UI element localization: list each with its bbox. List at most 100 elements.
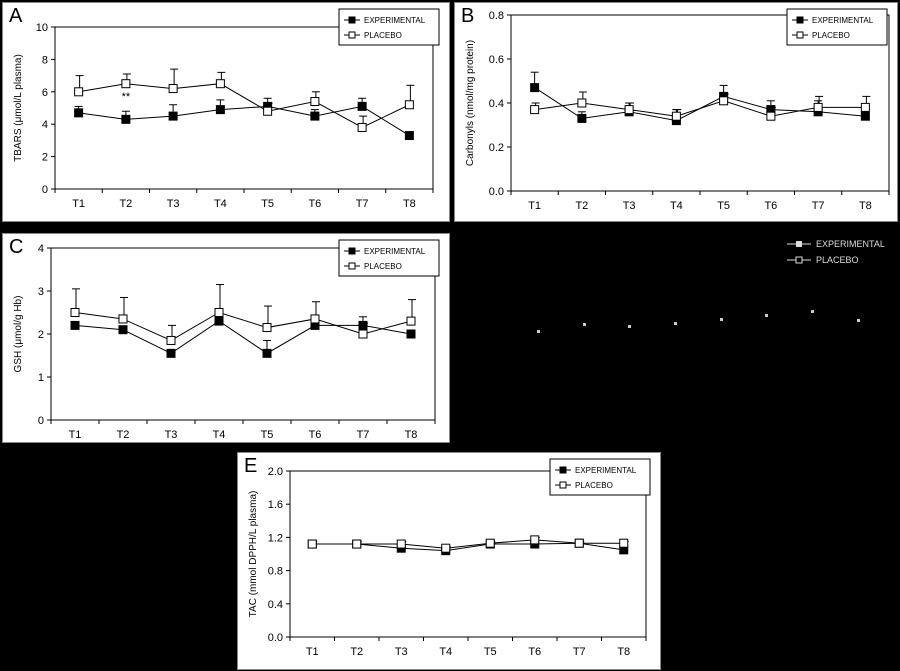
chart-b: 0.0 0.2 0.4 0.6 0.8 T1 T2 T3 T4 T5 T6 T7 T8 Carbonyls…	[465, 8, 890, 212]
legend-marker	[348, 31, 356, 39]
x-tick-label: T7	[356, 198, 369, 210]
y-tick-label: 3	[38, 286, 44, 298]
x-tick-label: T2	[575, 200, 588, 212]
data-point-experimental	[215, 105, 225, 115]
data-point-experimental	[860, 111, 870, 121]
data-point-experimental	[530, 83, 540, 93]
faded-marker	[674, 322, 677, 325]
y-tick-label: 0.8	[268, 566, 283, 578]
faded-marker	[857, 319, 860, 322]
x-tick-label: T6	[528, 646, 541, 658]
data-point-placebo	[214, 308, 224, 317]
panel-e: E 0.0 0.4 0.8 1.2 1.6 2.0 T1 T2 T3 T4 T5 T6 T7 T8 TAC …	[237, 452, 661, 670]
y-tick-label: 2.0	[268, 466, 283, 478]
x-tick-label: T6	[309, 429, 322, 441]
y-tick-label: 0.0	[489, 186, 504, 198]
y-axis-label: GSH (μmol/g Hb)	[13, 296, 24, 373]
data-point-placebo	[719, 96, 729, 106]
data-point-experimental	[214, 316, 224, 326]
chart-c: 0 1 2 3 4 T1 T2 T3 T4 T5 T6 T7 T8 GSH (μmol/g Hb) EXPE…	[13, 239, 440, 441]
faded-marker	[628, 325, 631, 328]
data-point-experimental	[168, 111, 178, 121]
y-axis-label: TAC (mmol DPPH/L plasma)	[248, 491, 259, 618]
panel-d-faded: EXPERIMENTAL PLACEBO	[454, 233, 900, 443]
data-point-experimental	[404, 131, 414, 141]
data-point-placebo	[577, 98, 587, 108]
y-axis-label: Carbonyls (nmol/mg protein)	[465, 40, 476, 166]
x-tick-label: T5	[261, 429, 274, 441]
data-point-placebo	[813, 102, 823, 112]
x-tick-label: T2	[117, 429, 130, 441]
series-line-experimental	[74, 320, 412, 354]
data-point-experimental	[118, 325, 128, 335]
series-line-placebo	[534, 100, 866, 117]
x-tick-label: T6	[308, 198, 321, 210]
data-point-placebo	[766, 111, 776, 121]
x-tick-label: T1	[306, 646, 319, 658]
y-tick-label: 4	[42, 119, 48, 131]
data-point-placebo	[70, 308, 80, 317]
x-tick-label: T6	[764, 200, 777, 212]
x-tick-label: T4	[214, 198, 227, 210]
series-line-placebo	[78, 83, 410, 129]
panel-letter: B	[461, 5, 475, 27]
y-tick-label: 0.0	[268, 632, 283, 644]
data-point-placebo	[168, 84, 178, 94]
significance-annotation: **	[122, 91, 131, 103]
y-tick-label: 0	[42, 184, 48, 196]
y-tick-label: 1.6	[268, 499, 283, 511]
x-tick-label: T1	[69, 429, 82, 441]
data-point-placebo	[310, 97, 320, 107]
legend-box	[786, 8, 888, 46]
series-line-experimental	[78, 105, 410, 136]
x-tick-label: T1	[528, 200, 541, 212]
faded-marker	[811, 310, 814, 313]
data-point-placebo	[74, 87, 84, 97]
data-point-placebo	[406, 316, 416, 326]
data-point-placebo	[860, 102, 870, 112]
data-point-placebo	[530, 535, 540, 545]
y-tick-label: 0	[38, 415, 44, 427]
data-point-experimental	[70, 320, 80, 330]
plot-frame	[289, 470, 647, 638]
data-point-placebo	[310, 314, 320, 324]
data-point-placebo	[671, 111, 681, 121]
legend-marker	[348, 16, 356, 24]
y-tick-label: 0.4	[489, 98, 504, 110]
y-tick-label: 2	[42, 152, 48, 164]
data-point-placebo	[619, 538, 629, 548]
legend-label: EXPERIMENTAL	[364, 16, 426, 25]
legend-box	[338, 239, 440, 277]
x-tick-label: T8	[405, 429, 418, 441]
legend: EXPERIMENTAL PLACEBO	[549, 458, 651, 496]
chart-a: 0 2 4 6 8 10 T1 T2 T3 T4 T5 T6 T7 T8 TBARS (μmol/L pla…	[13, 8, 440, 210]
legend-marker	[559, 466, 567, 474]
legend-label: PLACEBO	[364, 262, 402, 271]
legend-marker	[796, 31, 804, 39]
data-point-experimental	[358, 320, 368, 330]
data-point-experimental	[406, 329, 416, 339]
data-point-placebo	[352, 539, 362, 549]
y-tick-label: 2	[38, 329, 44, 341]
x-tick-label: T8	[859, 200, 872, 212]
faded-marker	[537, 330, 540, 333]
data-point-placebo	[530, 105, 540, 115]
legend-marker	[348, 262, 356, 270]
data-point-placebo	[121, 79, 131, 89]
x-tick-label: T4	[439, 646, 452, 658]
legend: EXPERIMENTAL PLACEBO	[338, 239, 440, 277]
data-point-experimental	[577, 113, 587, 123]
data-point-placebo	[441, 543, 451, 553]
faded-marker	[765, 314, 768, 317]
data-point-experimental	[357, 101, 367, 111]
legend: EXPERIMENTAL PLACEBO	[338, 8, 440, 46]
series-line-placebo	[312, 539, 624, 549]
chart-d-faded: EXPERIMENTAL PLACEBO	[537, 239, 885, 333]
legend: EXPERIMENTAL PLACEBO	[786, 8, 888, 46]
data-point-placebo	[262, 323, 272, 333]
data-point-experimental	[310, 111, 320, 121]
data-point-placebo	[357, 122, 367, 132]
data-point-experimental	[121, 114, 131, 124]
faded-legend-experimental: EXPERIMENTAL	[816, 239, 885, 249]
x-tick-label: T5	[717, 200, 730, 212]
